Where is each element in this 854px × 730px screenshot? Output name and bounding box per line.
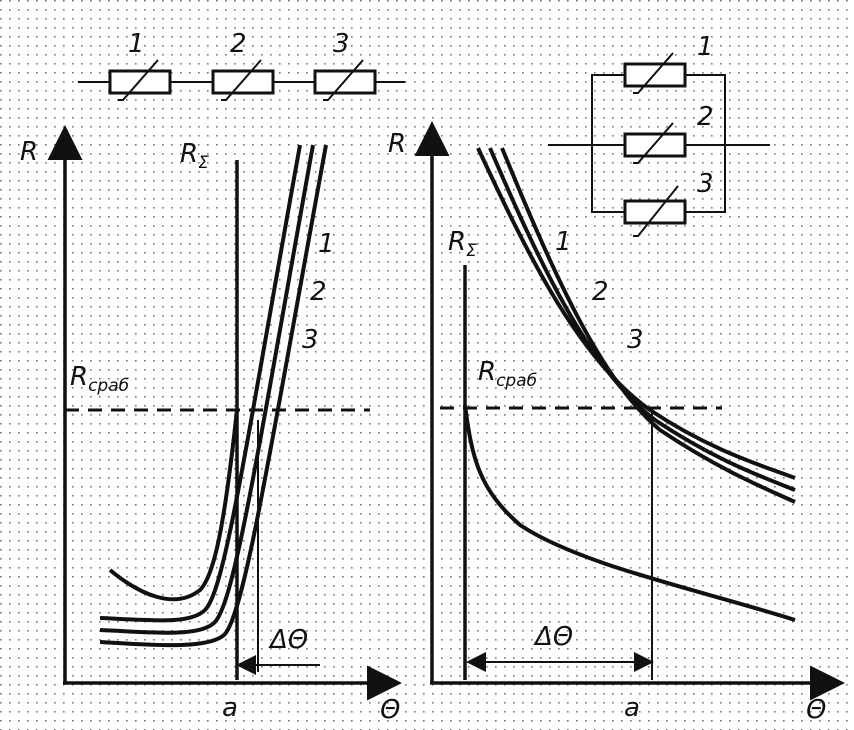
x-axis-label: Θ xyxy=(380,695,400,725)
delta-label: ΔΘ xyxy=(533,622,573,652)
curve-label: 3 xyxy=(302,325,319,355)
threshold-label: Rсраб xyxy=(478,357,537,391)
circuit-label: 2 xyxy=(230,29,247,59)
curve-1 xyxy=(476,147,796,480)
sum-label: RΣ xyxy=(448,227,477,261)
curve-label: 2 xyxy=(592,277,609,307)
x-axis-label: Θ xyxy=(806,695,826,725)
circuit-label: 3 xyxy=(697,169,714,199)
sum-label: RΣ xyxy=(180,139,209,173)
left-panel: 1 2 3 R Θ RΣ 1 2 3 Rсраб ΔΘ a xyxy=(20,29,405,725)
threshold-label: Rсраб xyxy=(70,362,129,396)
parallel-frame xyxy=(591,74,726,213)
curve-2 xyxy=(99,144,315,635)
circuit-label: 2 xyxy=(697,102,714,132)
delta-label: ΔΘ xyxy=(268,625,308,655)
curve-3 xyxy=(500,147,796,504)
circuit-label: 3 xyxy=(333,29,350,59)
resistors xyxy=(108,59,377,101)
curve-1 xyxy=(99,144,302,623)
curve-label: 2 xyxy=(310,277,327,307)
right-panel: 1 2 3 R Θ RΣ 1 2 3 Rсраб ΔΘ a xyxy=(388,32,845,725)
circuit-label: 1 xyxy=(697,32,714,62)
curve-label: 1 xyxy=(555,227,572,257)
point-label: a xyxy=(624,693,640,723)
resistors xyxy=(623,52,687,237)
curve-label: 1 xyxy=(318,229,335,259)
curve-label: 3 xyxy=(627,325,644,355)
sum-curve xyxy=(108,409,239,602)
y-axis-label: R xyxy=(20,137,38,167)
curve-3 xyxy=(99,144,328,648)
point-label: a xyxy=(222,693,238,723)
sum-curve xyxy=(463,404,796,622)
circuit-label: 1 xyxy=(128,29,145,59)
y-axis-label: R xyxy=(388,129,406,159)
